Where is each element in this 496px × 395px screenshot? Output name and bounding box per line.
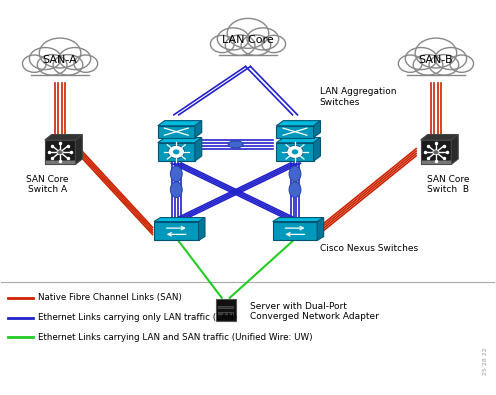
FancyBboxPatch shape [276,126,313,137]
Ellipse shape [262,35,286,53]
Circle shape [291,149,299,155]
Text: Ethernet Links carrying only LAN traffic (LAN): Ethernet Links carrying only LAN traffic… [38,313,237,322]
Polygon shape [198,218,205,241]
Ellipse shape [22,55,46,72]
Circle shape [57,150,63,155]
Ellipse shape [210,35,234,53]
Ellipse shape [289,182,301,198]
Ellipse shape [39,38,81,68]
Polygon shape [158,137,202,143]
Ellipse shape [405,47,437,70]
Ellipse shape [228,141,243,148]
Ellipse shape [435,47,467,70]
Polygon shape [421,135,458,140]
Ellipse shape [413,55,443,75]
Text: LAN Aggregation
Switches: LAN Aggregation Switches [320,87,396,107]
Polygon shape [313,120,320,137]
Polygon shape [154,218,205,222]
FancyBboxPatch shape [45,140,75,164]
Text: Ethernet Links carrying LAN and SAN traffic (Unified Wire: UW): Ethernet Links carrying LAN and SAN traf… [38,333,312,342]
Ellipse shape [415,38,457,68]
Polygon shape [317,218,324,241]
Ellipse shape [170,166,182,182]
Ellipse shape [29,47,61,70]
Text: SAN-A: SAN-A [43,55,77,65]
FancyBboxPatch shape [158,126,195,137]
Ellipse shape [450,55,474,72]
FancyBboxPatch shape [31,66,89,75]
Polygon shape [451,135,458,164]
Polygon shape [195,120,202,137]
Circle shape [173,149,180,155]
FancyBboxPatch shape [154,222,198,241]
FancyBboxPatch shape [421,140,451,164]
Ellipse shape [227,19,269,48]
Polygon shape [276,120,320,126]
Polygon shape [276,137,320,143]
Text: 25 28 22: 25 28 22 [483,347,488,374]
Ellipse shape [247,28,279,50]
Circle shape [287,145,303,158]
FancyBboxPatch shape [216,299,236,320]
Circle shape [168,145,185,158]
Polygon shape [273,218,324,222]
Polygon shape [195,137,202,161]
FancyBboxPatch shape [158,143,195,161]
Polygon shape [45,135,82,140]
Ellipse shape [398,55,422,72]
Ellipse shape [289,166,301,182]
Polygon shape [158,120,202,126]
Ellipse shape [74,55,98,72]
Ellipse shape [37,55,67,75]
Ellipse shape [241,35,271,55]
Text: SAN-B: SAN-B [419,55,453,65]
FancyBboxPatch shape [273,222,317,241]
Text: SAN Core
Switch A: SAN Core Switch A [26,175,69,194]
Ellipse shape [429,55,459,75]
Polygon shape [313,137,320,161]
Polygon shape [75,135,82,164]
Ellipse shape [170,182,182,198]
Text: LAN Core: LAN Core [222,35,274,45]
FancyBboxPatch shape [219,46,277,55]
Ellipse shape [217,28,249,50]
Text: SAN Core
Switch  B: SAN Core Switch B [427,175,470,194]
Text: Server with Dual-Port
Converged Network Adapter: Server with Dual-Port Converged Network … [250,302,379,322]
Text: Cisco Nexus Switches: Cisco Nexus Switches [320,244,418,253]
FancyBboxPatch shape [45,160,75,164]
FancyBboxPatch shape [276,143,313,161]
Ellipse shape [225,35,255,55]
FancyBboxPatch shape [218,312,233,314]
Circle shape [433,150,439,155]
FancyBboxPatch shape [407,66,465,75]
Text: Native Fibre Channel Links (SAN): Native Fibre Channel Links (SAN) [38,293,182,302]
Ellipse shape [59,47,91,70]
FancyBboxPatch shape [218,306,233,308]
Ellipse shape [53,55,83,75]
FancyBboxPatch shape [421,160,451,164]
